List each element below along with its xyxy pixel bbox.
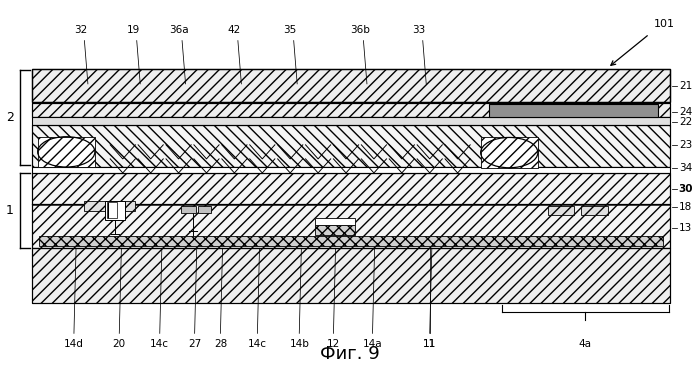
Text: 33: 33 <box>412 25 426 35</box>
Bar <box>32 125 670 167</box>
Text: 2: 2 <box>6 111 14 124</box>
Bar <box>547 206 574 215</box>
Text: 14a: 14a <box>363 339 382 349</box>
Bar <box>32 103 670 117</box>
Bar <box>32 173 670 248</box>
Bar <box>32 125 670 167</box>
Bar <box>32 69 670 102</box>
Text: 30: 30 <box>679 184 693 194</box>
Text: 20: 20 <box>113 339 126 349</box>
Text: 14c: 14c <box>248 339 267 349</box>
Text: 11: 11 <box>423 339 436 349</box>
Text: 22: 22 <box>679 117 692 127</box>
Text: 21: 21 <box>679 81 692 91</box>
Text: 32: 32 <box>74 25 87 35</box>
Text: 42: 42 <box>228 25 241 35</box>
Bar <box>581 206 607 215</box>
Bar <box>198 206 210 213</box>
Text: 13: 13 <box>679 223 692 233</box>
Bar <box>32 173 670 248</box>
Text: 36b: 36b <box>350 25 370 35</box>
Bar <box>32 69 670 102</box>
Text: 101: 101 <box>654 19 675 29</box>
Bar <box>481 137 538 168</box>
Bar <box>32 117 670 125</box>
Bar <box>108 202 117 219</box>
Text: 12: 12 <box>327 339 340 349</box>
Text: 34: 34 <box>679 163 692 173</box>
Text: 14b: 14b <box>289 339 309 349</box>
Bar <box>315 225 355 235</box>
Bar <box>315 219 355 225</box>
Bar <box>489 104 658 117</box>
Text: 36a: 36a <box>168 25 189 35</box>
Text: 23: 23 <box>679 140 692 150</box>
Text: 28: 28 <box>214 339 227 349</box>
Bar <box>106 201 125 220</box>
Bar <box>38 137 95 167</box>
Bar <box>32 248 670 303</box>
Bar <box>32 167 670 173</box>
Text: 11: 11 <box>423 339 436 349</box>
Bar <box>32 103 670 117</box>
Text: 4a: 4a <box>579 339 592 349</box>
Bar <box>39 236 663 246</box>
Text: 19: 19 <box>127 25 140 35</box>
Text: 24: 24 <box>679 106 692 116</box>
Text: 27: 27 <box>188 339 201 349</box>
Text: 14d: 14d <box>64 339 84 349</box>
Text: Фиг. 9: Фиг. 9 <box>319 345 380 363</box>
Bar <box>180 206 196 213</box>
Text: 18: 18 <box>679 202 692 212</box>
Text: 1: 1 <box>6 204 14 217</box>
Text: 35: 35 <box>284 25 297 35</box>
Bar <box>85 201 135 211</box>
Text: 14c: 14c <box>150 339 169 349</box>
Bar <box>32 248 670 303</box>
